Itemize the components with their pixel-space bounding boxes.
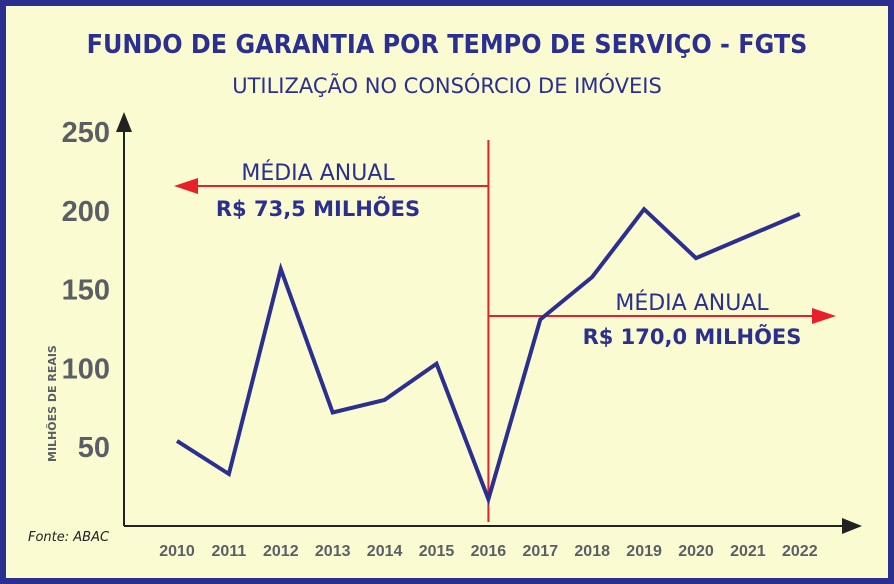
x-tick-label: 2020 (678, 543, 714, 560)
x-tick-label: 2017 (523, 543, 559, 560)
source-note: Fonte: ABAC (28, 530, 110, 545)
y-tick-label: 250 (62, 117, 110, 149)
x-tick-label: 2010 (159, 543, 195, 560)
left-average-label: MÉDIA ANUAL (241, 160, 395, 186)
x-tick-label: 2021 (730, 543, 766, 560)
x-tick-label: 2015 (419, 543, 455, 560)
series-line (175, 206, 801, 506)
x-tick-label: 2013 (315, 543, 351, 560)
y-tick-label: 200 (62, 196, 110, 228)
x-tick-label: 2011 (212, 543, 247, 560)
x-tick-label: 2016 (471, 543, 507, 560)
y-tick-label: 150 (62, 275, 110, 307)
right-average-label: MÉDIA ANUAL (615, 290, 769, 316)
x-tick-label: 2022 (782, 543, 818, 560)
chart-subtitle: UTILIZAÇÃO NO CONSÓRCIO DE IMÓVEIS (232, 74, 662, 98)
chart-title: FUNDO DE GARANTIA POR TEMPO DE SERVIÇO -… (86, 30, 808, 60)
y-tick-label: 50 (78, 432, 110, 464)
y-axis-label: MILHÕES DE REAIS (46, 345, 59, 462)
x-tick-label: 2012 (263, 543, 299, 560)
x-tick-label: 2019 (626, 543, 662, 560)
left-average-value: R$ 73,5 MILHÕES (216, 196, 420, 221)
x-tick-label: 2018 (574, 543, 610, 560)
right-average-value: R$ 170,0 MILHÕES (583, 324, 802, 349)
x-tick-label: 2014 (367, 543, 403, 560)
y-tick-label: 100 (62, 353, 110, 385)
